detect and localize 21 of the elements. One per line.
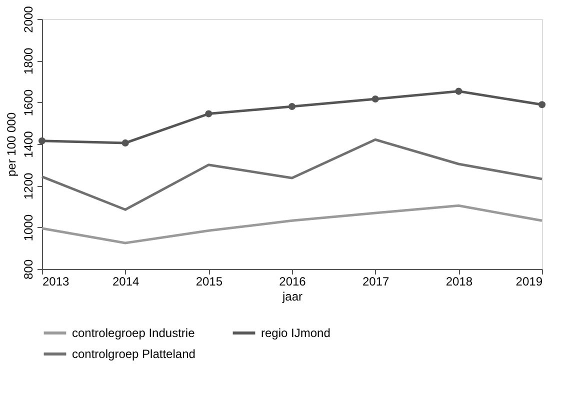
legend-label: controlgroep Platteland (72, 347, 196, 361)
y-axis-title: per 100 000 (4, 112, 18, 177)
x-tick-label: 2016 (279, 274, 306, 288)
x-tick-label: 2019 (516, 274, 543, 288)
legend-label: controlegroep Industrie (72, 326, 196, 340)
x-tick-label: 2018 (446, 274, 473, 288)
x-tick-label: 2015 (196, 274, 223, 288)
y-tick-label: 1200 (22, 172, 36, 200)
x-tick-label: 2014 (112, 274, 140, 288)
x-tick-label: 2013 (42, 274, 70, 288)
y-tick-label: 1000 (22, 214, 36, 242)
y-tick-label: 1800 (22, 47, 36, 75)
y-tick-label: 2000 (22, 6, 36, 33)
legend-label: regio IJmond (261, 326, 330, 340)
x-axis-title: jaar (281, 290, 303, 304)
y-tick-label: 800 (22, 259, 36, 280)
y-tick-label: 1600 (22, 89, 36, 116)
y-tick-label: 1400 (22, 130, 36, 158)
line-series (40, 138, 544, 211)
x-tick-label: 2017 (362, 274, 390, 288)
line-series (40, 204, 544, 244)
